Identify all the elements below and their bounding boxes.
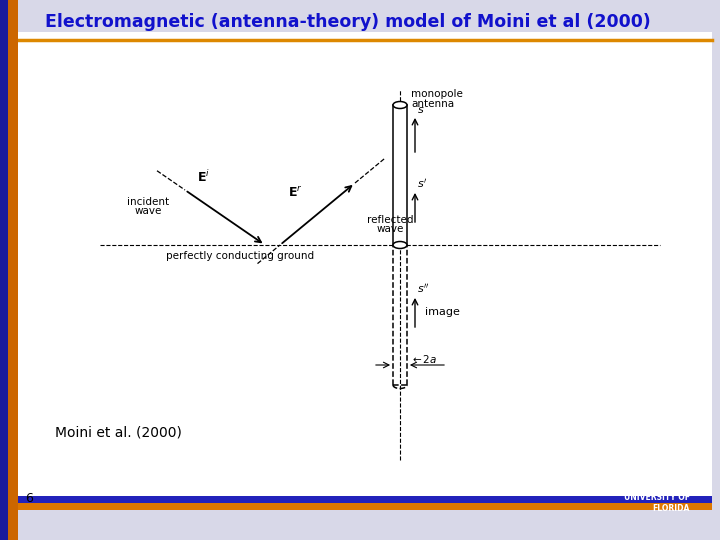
Bar: [18, 32, 712, 510]
Ellipse shape: [393, 102, 407, 109]
Text: UNIVERSITY OF
FLORIDA: UNIVERSITY OF FLORIDA: [624, 494, 690, 512]
Text: 6: 6: [25, 492, 33, 505]
Text: antenna: antenna: [411, 99, 454, 109]
Text: perfectly conducting ground: perfectly conducting ground: [166, 251, 314, 261]
Text: $\mathbf{E}^i$: $\mathbf{E}^i$: [197, 169, 210, 185]
Bar: [18, 503, 712, 510]
Text: Moini et al. (2000): Moini et al. (2000): [55, 425, 182, 439]
Text: monopole: monopole: [411, 89, 463, 99]
Text: reflected: reflected: [366, 215, 413, 225]
Text: wave: wave: [377, 224, 404, 234]
Text: Electromagnetic (antenna-theory) model of Moini et al (2000): Electromagnetic (antenna-theory) model o…: [45, 13, 651, 31]
Text: $s'$: $s'$: [417, 177, 427, 190]
Text: incident: incident: [127, 197, 169, 207]
Text: image: image: [425, 307, 460, 317]
Ellipse shape: [393, 241, 407, 248]
Bar: [0, 0, 8, 540]
Text: $\mathbf{E}^r$: $\mathbf{E}^r$: [288, 186, 302, 200]
Text: $\leftarrow 2a$: $\leftarrow 2a$: [410, 353, 437, 365]
Text: wave: wave: [135, 206, 162, 216]
Bar: [393, 105, 407, 245]
Bar: [18, 496, 712, 510]
Text: $s''$: $s''$: [417, 282, 429, 295]
Text: $s$: $s$: [417, 105, 425, 115]
Bar: [8, 0, 18, 540]
